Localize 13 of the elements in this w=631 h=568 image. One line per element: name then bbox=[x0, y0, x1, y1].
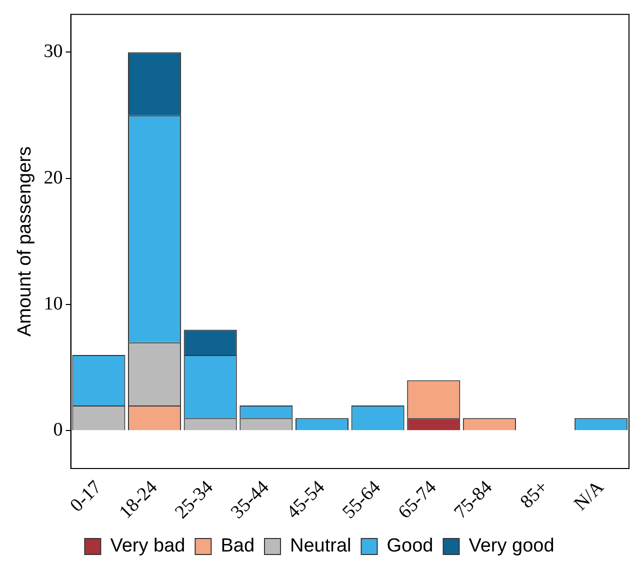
legend-label: Neutral bbox=[290, 536, 352, 557]
x-tick-label: 85+ bbox=[516, 476, 552, 513]
legend-label: Very good bbox=[468, 536, 554, 557]
y-tick-label: 30 bbox=[44, 41, 63, 62]
legend-label: Good bbox=[386, 536, 434, 557]
legend-label: Bad bbox=[220, 536, 255, 557]
y-axis-title: Amount of passengers bbox=[14, 146, 36, 337]
x-tick-label: 0-17 bbox=[66, 476, 106, 516]
y-tick-label: 10 bbox=[44, 294, 63, 315]
legend-label: Very bad bbox=[110, 536, 186, 557]
y-tick-label: 20 bbox=[44, 167, 63, 188]
x-tick-label: N/A bbox=[570, 476, 608, 515]
y-tick-label: 0 bbox=[53, 420, 63, 441]
